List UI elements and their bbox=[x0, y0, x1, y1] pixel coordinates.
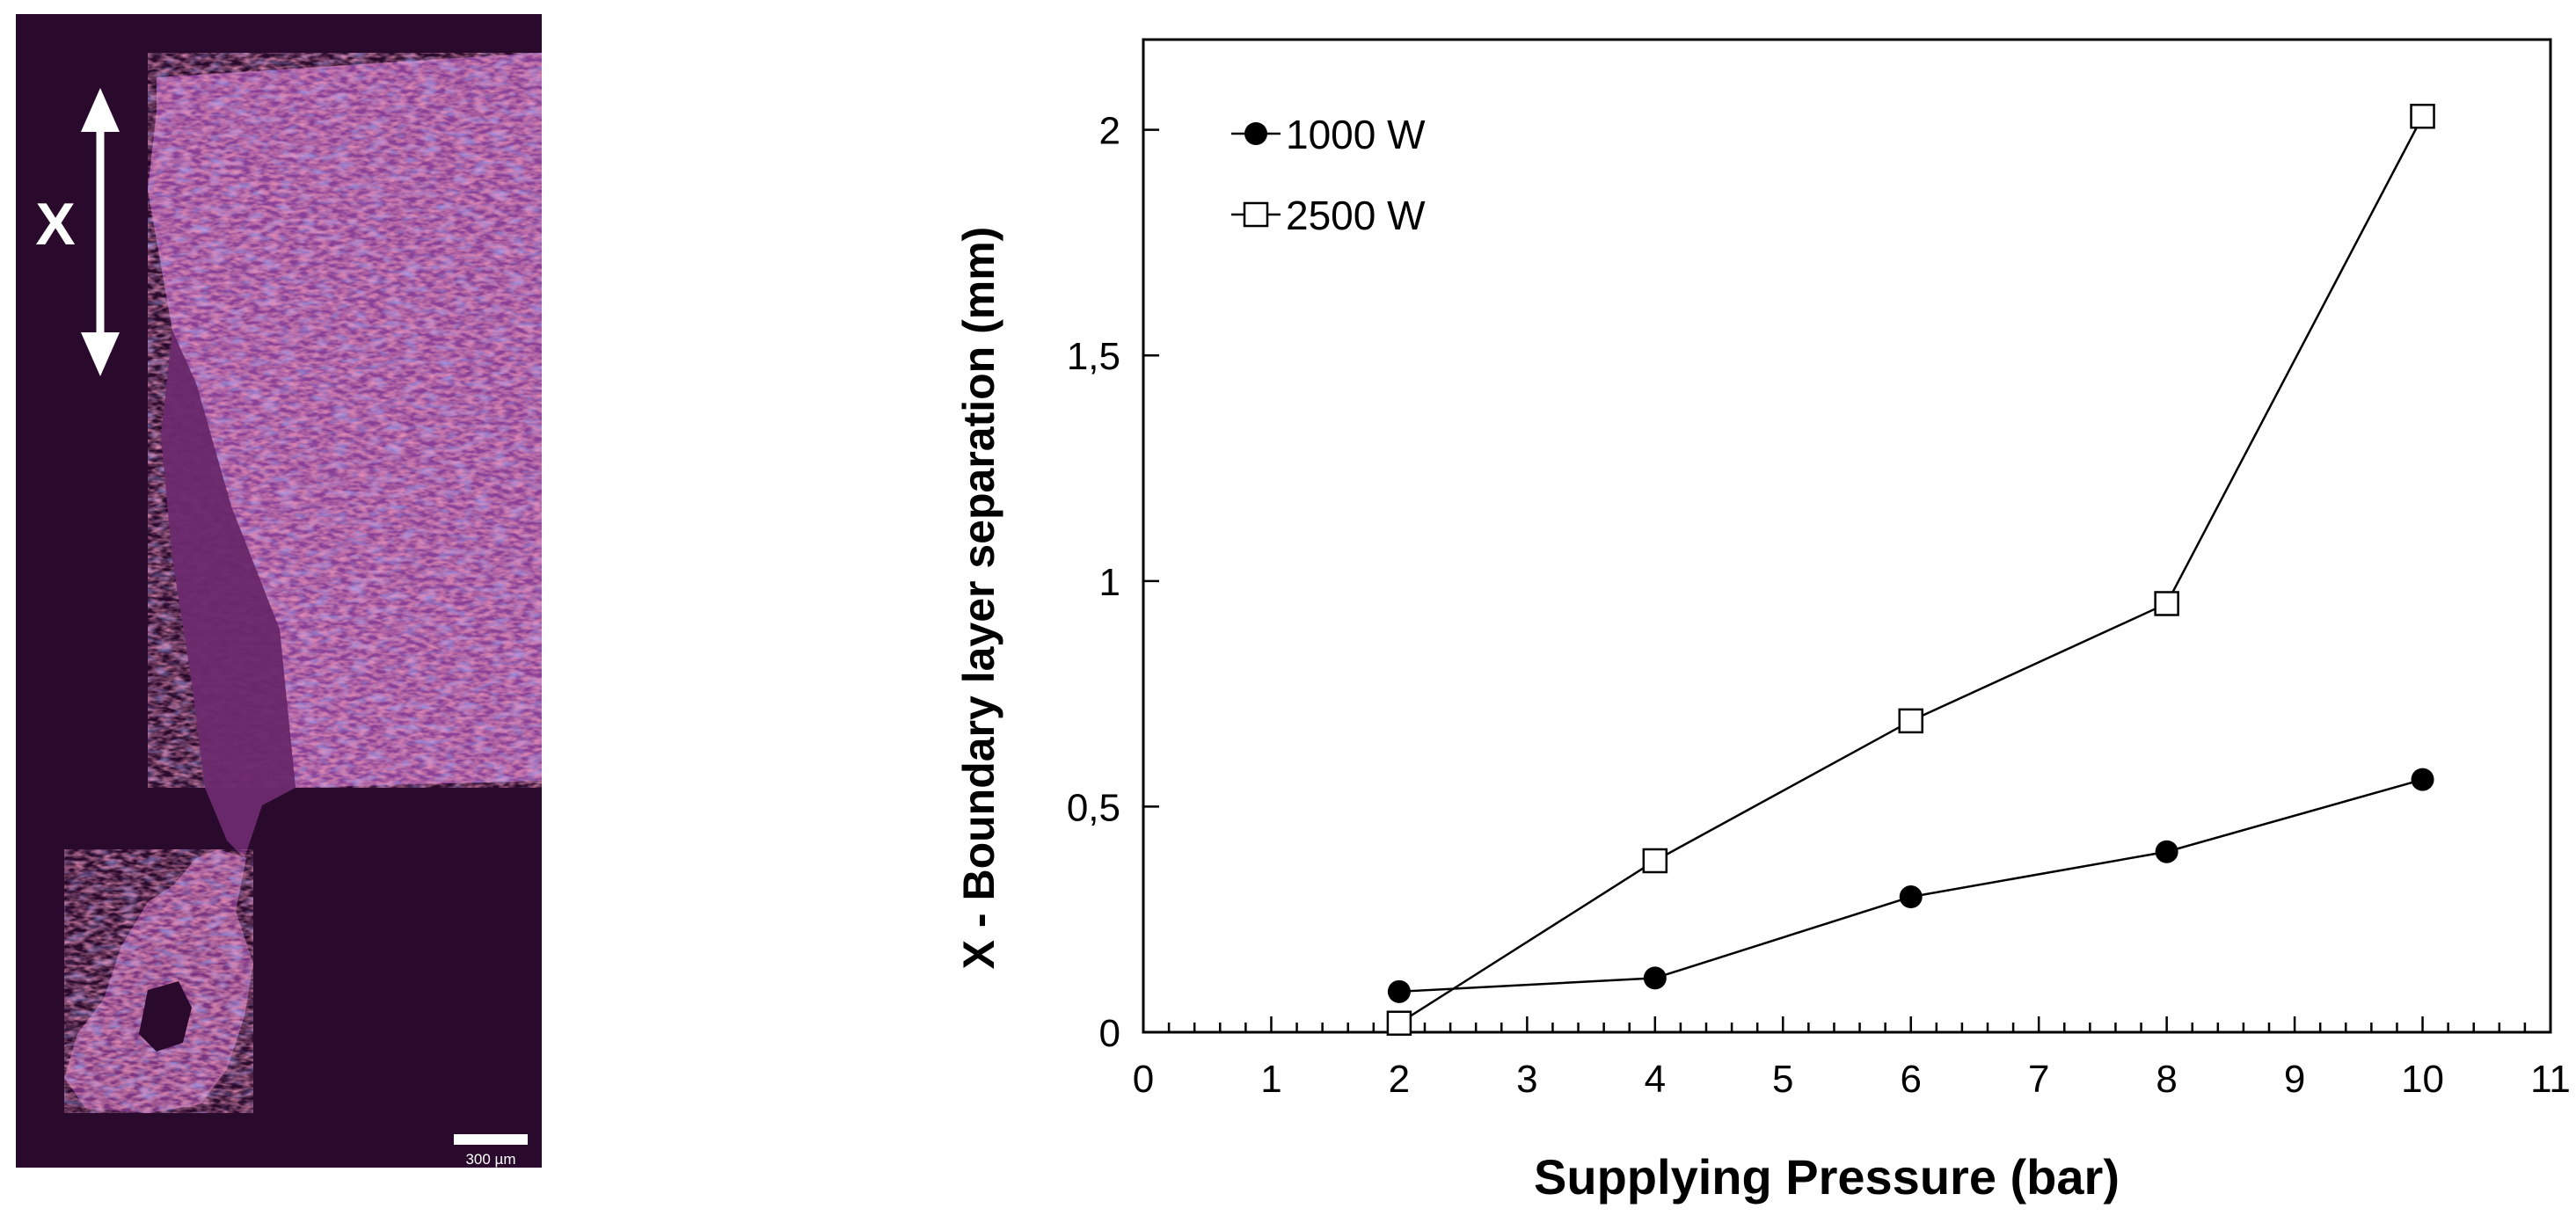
double-arrow-icon bbox=[81, 88, 120, 376]
legend-marker-circle bbox=[1244, 122, 1267, 145]
legend-marker-square bbox=[1243, 201, 1269, 228]
chart: 0 1 2 3 4 5 6 7 8 9 10 11 0 0,5 1 1,5 2 1000 W 2500 W Su… bbox=[954, 38, 2571, 1205]
fragment-hole bbox=[139, 981, 192, 1052]
marker-label: X bbox=[35, 191, 75, 258]
y-axis-ticks: 0 0,5 1 1,5 2 bbox=[1067, 110, 1159, 1055]
data-point-2500-w bbox=[1898, 708, 1923, 734]
data-point-1000-w bbox=[1899, 885, 1923, 909]
data-point-1000-w bbox=[1387, 979, 1411, 1003]
boundary-layer bbox=[161, 331, 296, 858]
data-point-1000-w bbox=[2411, 768, 2434, 791]
scale-bar bbox=[454, 1134, 528, 1145]
y-tick-label: 1 bbox=[1099, 561, 1120, 604]
x-tick-label: 8 bbox=[2156, 1058, 2177, 1101]
x-axis-label: Supplying Pressure (bar) bbox=[1534, 1149, 2120, 1205]
data-point-2500-w bbox=[1642, 848, 1668, 874]
x-tick-label: 4 bbox=[1645, 1058, 1666, 1101]
data-point-1000-w bbox=[1643, 966, 1667, 990]
detached-fragment bbox=[64, 849, 253, 1113]
x-tick-label: 1 bbox=[1260, 1058, 1281, 1101]
x-tick-label: 0 bbox=[1133, 1058, 1154, 1101]
x-tick-label: 10 bbox=[2401, 1058, 2444, 1101]
data-point-2500-w bbox=[1386, 1010, 1412, 1036]
x-tick-label: 11 bbox=[2530, 1058, 2571, 1101]
x-tick-label: 6 bbox=[1900, 1058, 1921, 1101]
x-tick-label: 5 bbox=[1772, 1058, 1793, 1101]
x-tick-label: 7 bbox=[2028, 1058, 2049, 1101]
plot-border bbox=[1142, 38, 2552, 1034]
y-tick-label: 0 bbox=[1099, 1012, 1120, 1055]
data-point-2500-w bbox=[2410, 103, 2435, 129]
scale-bar-label: 300 µm bbox=[465, 1151, 515, 1168]
legend-label: 1000 W bbox=[1286, 112, 1426, 157]
x-tick-label: 2 bbox=[1389, 1058, 1410, 1101]
y-axis-label: X - Boundary layer separation (mm) bbox=[954, 227, 1003, 970]
y-tick-label: 0,5 bbox=[1067, 786, 1120, 829]
legend: 1000 W 2500 W bbox=[1231, 112, 1426, 238]
x-tick-label: 3 bbox=[1516, 1058, 1537, 1101]
micrograph-image: X 300 µm bbox=[16, 14, 542, 1168]
plot-frame bbox=[1142, 38, 2552, 1034]
x-tick-label: 9 bbox=[2284, 1058, 2305, 1101]
data-point-1000-w bbox=[2155, 840, 2178, 863]
y-tick-label: 1,5 bbox=[1067, 335, 1120, 378]
data-point-2500-w bbox=[2154, 591, 2179, 616]
y-tick-label: 2 bbox=[1099, 110, 1120, 153]
legend-label: 2500 W bbox=[1286, 193, 1426, 238]
x-axis-ticks: 0 1 2 3 4 5 6 7 8 9 10 11 bbox=[1133, 1016, 2571, 1101]
tissue-region bbox=[148, 53, 542, 788]
series-layer bbox=[1386, 103, 2435, 1036]
